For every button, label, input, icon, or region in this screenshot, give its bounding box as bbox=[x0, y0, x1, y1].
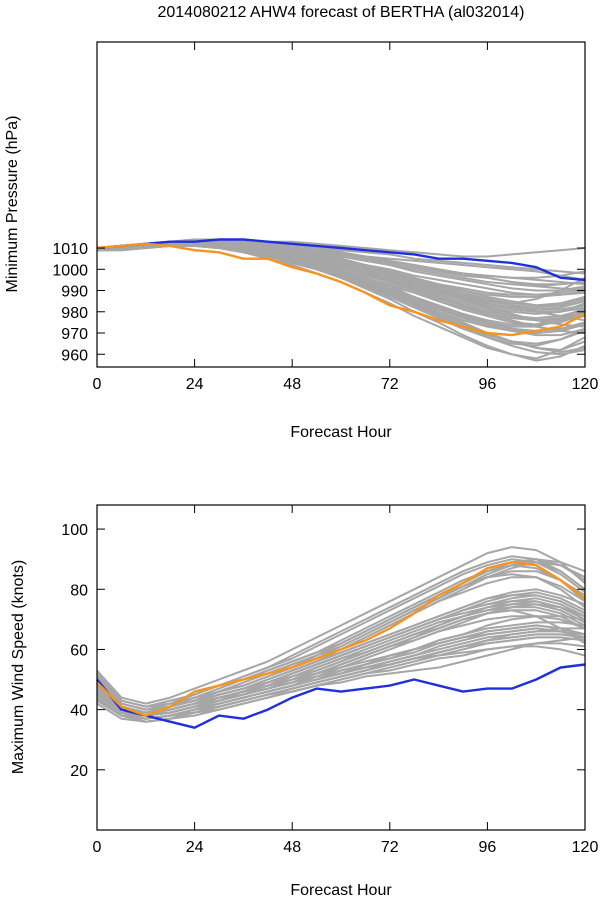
pressure-panel: 0 24 48 72 96 120 960 970 980 990 1000 1010 Forecas… bbox=[4, 41, 598, 441]
pressure-highlight-line-blue_member bbox=[96, 238, 586, 282]
pressure-series-layer bbox=[96, 238, 586, 362]
wind-ensemble-line-23 bbox=[96, 558, 586, 708]
wind-highlight-line-orange_member bbox=[96, 561, 586, 717]
wind-panel: 0 24 48 72 96 120 20 40 60 80 100 Forecast Hour Ma… bbox=[10, 504, 598, 899]
wind-y-tick-label: 80 bbox=[70, 582, 88, 599]
wind-y-tick-label: 60 bbox=[70, 642, 88, 659]
pressure-ensemble-line-40 bbox=[96, 240, 586, 307]
figure-title: 2014080212 AHW4 forecast of BERTHA (al03… bbox=[157, 4, 524, 21]
wind-x-tick-label: 48 bbox=[283, 839, 301, 856]
pressure-y-tick-label: 980 bbox=[61, 305, 88, 322]
wind-ensemble-line-9 bbox=[96, 546, 586, 705]
wind-y-tick-label: 100 bbox=[61, 522, 88, 539]
wind-ensemble-line-35 bbox=[96, 594, 586, 714]
wind-ensemble-line-14 bbox=[96, 606, 586, 720]
pressure-y-tick-label: 970 bbox=[61, 326, 88, 343]
wind-ensemble-line-40 bbox=[96, 633, 586, 720]
wind-tick-layer: 0 24 48 72 96 120 20 40 60 80 100 bbox=[61, 505, 598, 856]
wind-y-axis-label: Maximum Wind Speed (knots) bbox=[10, 560, 27, 774]
wind-ensemble-line-37 bbox=[96, 570, 586, 714]
wind-x-tick-label: 0 bbox=[93, 839, 102, 856]
pressure-x-tick-label: 48 bbox=[283, 376, 301, 393]
wind-ensemble-line-17 bbox=[96, 603, 586, 717]
wind-y-tick-label: 20 bbox=[70, 763, 88, 780]
pressure-x-tick-label: 72 bbox=[381, 376, 399, 393]
pressure-ensemble-line-36 bbox=[96, 244, 586, 334]
pressure-y-tick-label: 990 bbox=[61, 284, 88, 301]
wind-x-tick-label: 24 bbox=[186, 839, 204, 856]
pressure-x-tick-label: 96 bbox=[479, 376, 497, 393]
pressure-x-tick-label: 120 bbox=[572, 376, 599, 393]
wind-x-axis-label: Forecast Hour bbox=[290, 882, 392, 899]
wind-plot-frame bbox=[96, 504, 586, 831]
pressure-y-axis-label: Minimum Pressure (hPa) bbox=[4, 116, 21, 293]
pressure-y-tick-label: 1000 bbox=[52, 262, 88, 279]
pressure-x-tick-label: 0 bbox=[93, 376, 102, 393]
wind-y-tick-label: 40 bbox=[70, 703, 88, 720]
wind-ensemble-line-39 bbox=[96, 591, 586, 717]
pressure-x-tick-label: 24 bbox=[186, 376, 204, 393]
wind-ensemble-line-31 bbox=[96, 603, 586, 717]
wind-x-tick-label: 96 bbox=[479, 839, 497, 856]
pressure-plot-frame bbox=[96, 41, 586, 368]
pressure-x-axis-label: Forecast Hour bbox=[290, 424, 392, 441]
wind-x-tick-label: 72 bbox=[381, 839, 399, 856]
wind-series-layer bbox=[96, 546, 586, 729]
pressure-y-tick-label: 960 bbox=[61, 347, 88, 364]
wind-x-tick-label: 120 bbox=[572, 839, 599, 856]
pressure-tick-layer: 0 24 48 72 96 120 960 970 980 990 1000 1010 bbox=[52, 42, 598, 393]
pressure-highlight-line-orange_member bbox=[96, 242, 586, 337]
pressure-y-tick-label: 1010 bbox=[52, 241, 88, 258]
wind-highlight-line-blue_member bbox=[96, 663, 586, 729]
